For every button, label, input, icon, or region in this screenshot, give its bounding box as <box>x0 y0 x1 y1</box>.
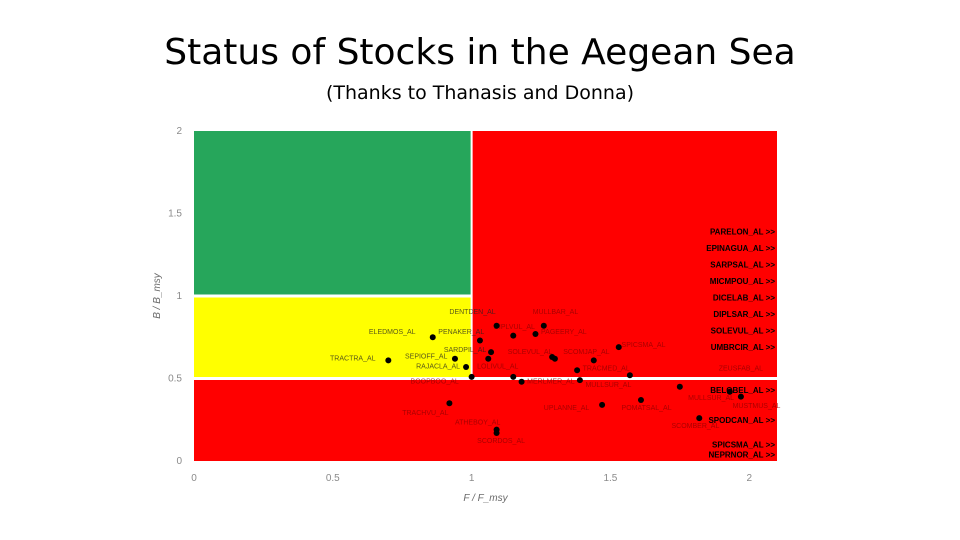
point-label: ZEUSFAB_AL <box>719 365 763 372</box>
point-label: POMATSAL_AL <box>622 405 672 412</box>
point-label: MULLBAR_AL <box>533 309 579 316</box>
slide-title: Status of Stocks in the Aegean Sea <box>164 32 796 73</box>
off-scale-label: SOLEVUL_AL >> <box>711 327 776 336</box>
point-label: DENTDEN_AL <box>449 309 495 316</box>
point-label: MULLSUR_AL <box>585 382 631 389</box>
data-point <box>463 363 470 370</box>
zone-yellow <box>194 296 472 379</box>
zone-green <box>194 131 472 296</box>
data-point <box>590 357 597 364</box>
point-label: RAJACLA_AL <box>416 364 460 371</box>
point-label: SCOMBER_AL <box>672 423 720 430</box>
off-scale-label: DIPLSAR_AL >> <box>713 310 775 319</box>
data-point <box>574 367 581 374</box>
data-point <box>429 334 436 341</box>
data-point <box>468 373 475 380</box>
zone-red-lower <box>194 378 777 461</box>
x-tick-label: 2 <box>746 473 752 484</box>
x-tick-label: 0.5 <box>326 473 340 484</box>
point-label: TRACMED_AL <box>583 365 630 372</box>
point-label: SCOMJAP_AL <box>563 349 609 356</box>
data-point <box>510 373 517 380</box>
data-point <box>485 355 492 362</box>
x-tick-label: 0 <box>191 473 197 484</box>
point-label: LOLIVUL_AL <box>477 364 518 371</box>
off-scale-label: BELOBEL_AL >> <box>710 386 775 395</box>
point-label: TRACHVU_AL <box>402 410 448 417</box>
point-label: SCORDOS_AL <box>477 438 525 445</box>
data-point <box>637 396 644 403</box>
off-scale-label: SPICSMA_AL >> <box>712 441 775 450</box>
data-point <box>551 355 558 362</box>
data-point <box>488 349 495 356</box>
off-scale-label: MICMPOU_AL >> <box>710 277 776 286</box>
y-tick-label: 1.5 <box>168 209 182 220</box>
off-scale-label: SARPSAL_AL >> <box>710 261 775 270</box>
data-point <box>493 322 500 329</box>
off-scale-label: SPODCAN_AL >> <box>708 416 775 425</box>
zone-red-upper <box>471 131 777 379</box>
zone-dividers <box>194 131 777 380</box>
off-scale-label: UMBRCIR_AL >> <box>711 343 776 352</box>
data-point <box>726 388 733 395</box>
chart-axes: 0 0.5 1 1.5 2 0 0.5 1 1.5 2 F / F_msy B / B_msy <box>152 126 752 504</box>
point-label: SEPIOFF_AL <box>405 354 448 361</box>
point-label: TRACTRA_AL <box>330 355 376 362</box>
point-label: DIPLVUL_AL <box>494 324 535 331</box>
point-label: MULLSUR_AL <box>688 395 734 402</box>
point-label: ELEDMOS_AL <box>369 329 416 336</box>
data-point <box>676 383 683 390</box>
point-label: BOOPBOO_AL <box>411 378 459 385</box>
point-label: ATHEBOY_AL <box>455 420 500 427</box>
data-point <box>532 330 539 337</box>
data-point <box>493 429 500 436</box>
point-label: PENAKER_AL <box>438 329 484 336</box>
data-point <box>696 415 703 422</box>
y-axis-label: B / B_msy <box>152 272 163 319</box>
data-point <box>599 401 606 408</box>
point-labels: TRACTRA_AL ELEDMOS_AL SEPIOFF_AL RAJACLA_AL… <box>330 309 780 445</box>
off-scale-label: EPINAGUA_AL >> <box>706 244 775 253</box>
data-point <box>476 337 483 344</box>
slide-subtitle: (Thanks to Thanasis and Donna) <box>325 82 635 104</box>
y-tick-label: 2 <box>176 126 182 137</box>
data-point <box>737 393 744 400</box>
off-scale-label: DICELAB_AL >> <box>713 294 775 303</box>
off-scale-label: PARELON_AL >> <box>710 228 775 237</box>
data-point <box>576 377 583 384</box>
y-tick-label: 0.5 <box>168 374 182 385</box>
data-point <box>446 400 453 407</box>
off-scale-labels: PARELON_AL >> EPINAGUA_AL >> SARPSAL_AL >>… <box>706 228 775 460</box>
data-points <box>385 322 744 436</box>
data-point <box>540 322 547 329</box>
point-label: MUSTMUS_AL <box>733 403 781 410</box>
point-label: UPLANNE_AL <box>544 405 590 412</box>
point-label: SARDPIL_AL <box>444 347 487 354</box>
data-point <box>451 355 458 362</box>
status-zones <box>194 131 777 461</box>
data-point <box>385 357 392 364</box>
point-label: SOLEVUL_AL <box>508 349 553 356</box>
point-label: SPICSMA_AL <box>622 342 666 349</box>
point-label: MERLMER_AL <box>527 378 575 385</box>
y-tick-label: 1 <box>176 291 182 302</box>
x-axis-label: F / F_msy <box>463 493 508 504</box>
x-tick-label: 1 <box>469 473 475 484</box>
data-point <box>510 332 517 339</box>
point-label: PAGEERY_AL <box>541 329 587 336</box>
data-point <box>615 344 622 351</box>
data-point <box>518 378 525 385</box>
data-point <box>626 372 633 379</box>
y-tick-label: 0 <box>176 456 182 467</box>
off-scale-label: NEPRNOR_AL >> <box>708 450 775 459</box>
x-tick-label: 1.5 <box>603 473 617 484</box>
